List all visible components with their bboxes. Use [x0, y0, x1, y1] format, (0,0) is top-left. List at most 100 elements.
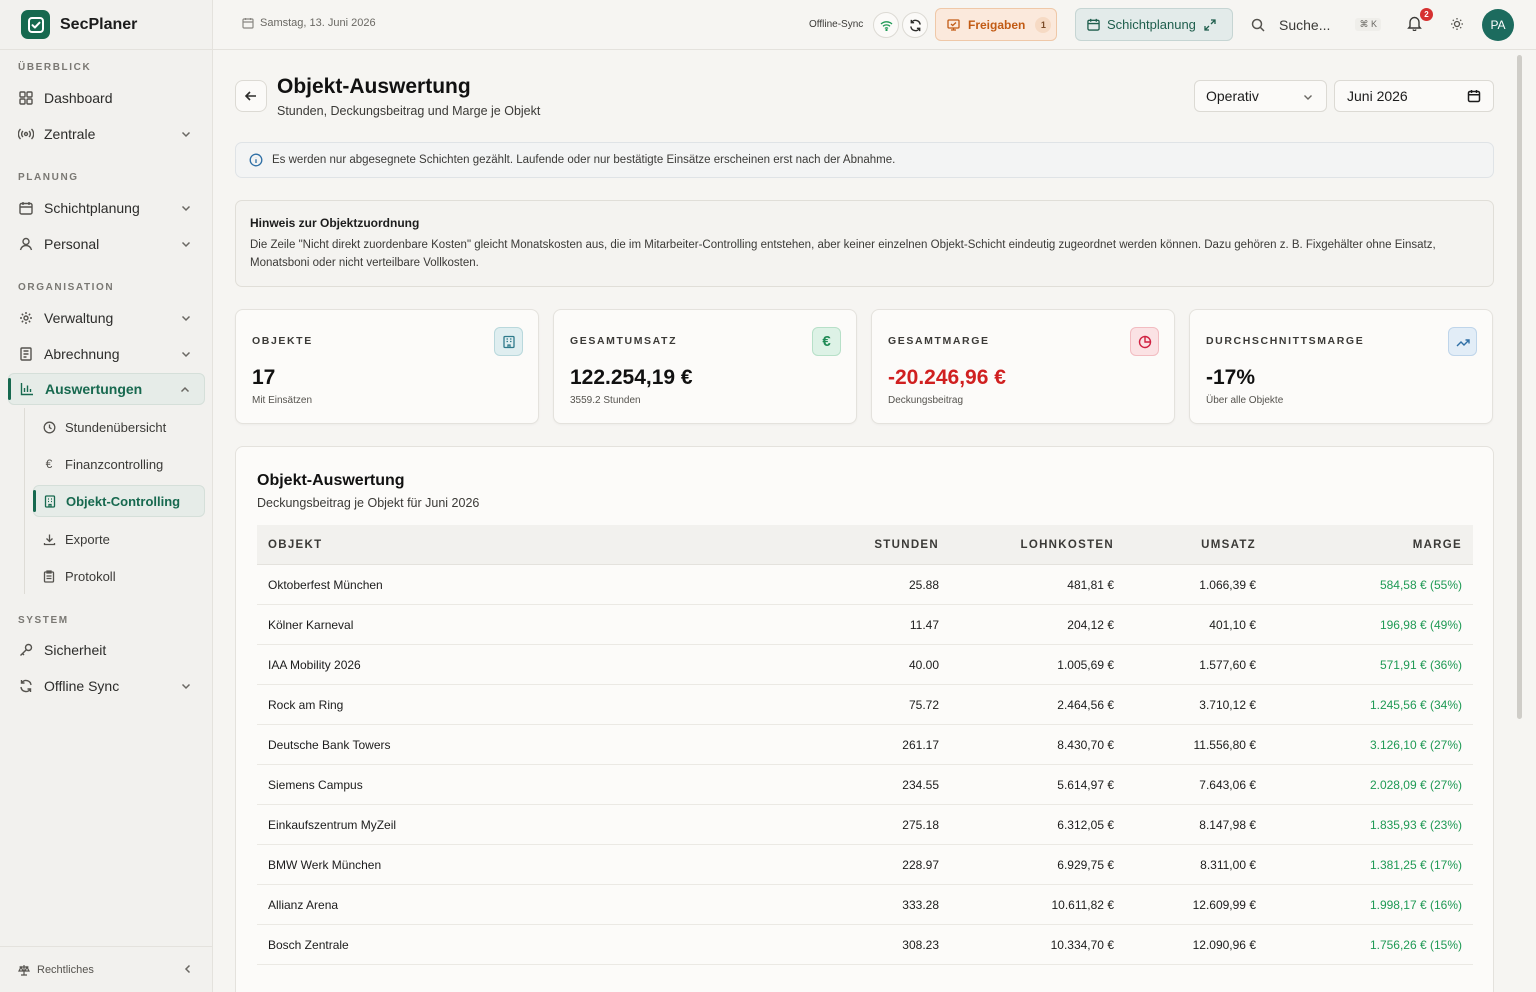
app-name: SecPlaner — [60, 15, 138, 33]
cell-umsatz: 1.577,60 € — [1199, 658, 1256, 672]
kpi-value: 122.254,19 € — [570, 366, 693, 389]
table-row[interactable]: IAA Mobility 2026 40.00 1.005,69 € 1.577,60… — [257, 645, 1473, 685]
cell-lohnkosten: 1.005,69 € — [1057, 658, 1114, 672]
cell-stunden: 234.55 — [902, 778, 939, 792]
cell-lohnkosten: 5.614,97 € — [1057, 778, 1114, 792]
sidebar-subitem-protokoll[interactable]: Protokoll — [33, 560, 205, 592]
sidebar-subitem-exporte[interactable]: Exporte — [33, 523, 205, 555]
sidebar-item-abrechnung[interactable]: Abrechnung — [8, 338, 205, 370]
sidebar-item-zentrale[interactable]: Zentrale — [8, 118, 205, 150]
sidebar-subitem-objekt-controlling[interactable]: Objekt-Controlling — [33, 485, 205, 517]
avatar[interactable]: PA — [1482, 9, 1514, 41]
sidebar-item-schichtplanung[interactable]: Schichtplanung — [8, 192, 205, 224]
table-row[interactable]: Siemens Campus 234.55 5.614,97 € 7.643,06 €… — [257, 765, 1473, 805]
cell-lohnkosten: 481,81 € — [1067, 578, 1114, 592]
column-header-objekt[interactable]: OBJEKT — [268, 539, 323, 551]
section-label-system: SYSTEM — [18, 615, 69, 626]
sidebar-item-personal[interactable]: Personal — [8, 228, 205, 260]
page-scrollbar[interactable] — [1516, 51, 1524, 989]
sidebar-subitem-finanzcontrolling[interactable]: € Finanzcontrolling — [33, 448, 205, 480]
month-picker[interactable]: Juni 2026 — [1334, 80, 1494, 112]
column-header-lohnkosten[interactable]: LOHNKOSTEN — [1020, 539, 1114, 551]
cell-umsatz: 8.147,98 € — [1199, 818, 1256, 832]
mode-select-value: Operativ — [1206, 88, 1259, 104]
chevron-down-icon — [179, 679, 193, 693]
hint-box: Hinweis zur Objektzuordnung Die Zeile "N… — [235, 200, 1494, 287]
sidebar-subitem-label: Stundenübersicht — [65, 419, 167, 435]
sidebar-item-label: Offline Sync — [44, 678, 120, 694]
freigaben-label: Freigaben — [968, 17, 1026, 32]
table-row[interactable]: Kölner Karneval 11.47 204,12 € 401,10 € 196,… — [257, 605, 1473, 645]
sidebar-item-dashboard[interactable]: Dashboard — [8, 82, 205, 114]
scrollbar-thumb[interactable] — [1517, 55, 1522, 719]
sidebar-item-label: Auswertungen — [45, 381, 143, 397]
wifi-status-button[interactable] — [873, 12, 899, 38]
dashboard-icon — [18, 90, 34, 106]
page-subtitle: Stunden, Deckungsbeitrag und Marge je Ob… — [277, 104, 541, 118]
mode-select[interactable]: Operativ — [1194, 80, 1327, 112]
cell-stunden: 308.23 — [902, 938, 939, 952]
brand[interactable]: SecPlaner — [0, 0, 212, 50]
euro-icon: € — [812, 327, 841, 356]
table-row[interactable]: Bosch Zentrale 308.23 10.334,70 € 12.090,96… — [257, 925, 1473, 965]
cell-marge: 2.028,09 € (27%) — [1369, 778, 1462, 792]
schichtplanung-button[interactable]: Schichtplanung — [1075, 8, 1233, 41]
sidebar-item-label: Verwaltung — [44, 310, 114, 326]
info-banner: Es werden nur abgesegnete Schichten gezä… — [235, 142, 1494, 178]
back-button[interactable] — [235, 80, 267, 112]
sidebar-item-auswertungen[interactable]: Auswertungen — [8, 373, 205, 405]
chevron-down-icon — [179, 311, 193, 325]
table-row[interactable]: Oktoberfest München 25.88 481,81 € 1.066,39… — [257, 565, 1473, 605]
cell-stunden: 75.72 — [908, 698, 939, 712]
collapse-sidebar-icon[interactable] — [182, 963, 194, 975]
chevron-down-icon — [1301, 90, 1315, 104]
table-row[interactable]: Deutsche Bank Towers 261.17 8.430,70 € 11.5… — [257, 725, 1473, 765]
table-row[interactable]: BMW Werk München 228.97 6.929,75 € 8.311,00… — [257, 845, 1473, 885]
pie-icon — [1130, 327, 1159, 356]
sidebar-item-label: Personal — [44, 236, 100, 252]
refresh-icon — [909, 19, 922, 32]
search-icon — [1251, 18, 1265, 32]
search-button[interactable]: Suche... ⌘ K — [1243, 8, 1385, 41]
table-row[interactable]: Allianz Arena 333.28 10.611,82 € 12.609,99 … — [257, 885, 1473, 925]
cell-umsatz: 7.643,06 € — [1199, 778, 1256, 792]
kpi-subtext: Deckungsbeitrag — [888, 395, 964, 406]
column-header-stunden[interactable]: STUNDEN — [874, 539, 939, 551]
chevron-down-icon — [179, 201, 193, 215]
freigaben-count-badge: 1 — [1035, 16, 1052, 33]
sync-button[interactable] — [902, 12, 928, 38]
cell-objekt: Allianz Arena — [268, 898, 339, 912]
table-row[interactable]: Rock am Ring 75.72 2.464,56 € 3.710,12 € 1.2… — [257, 685, 1473, 725]
sidebar-item-sicherheit[interactable]: Sicherheit — [8, 634, 205, 666]
table-row[interactable]: Einkaufszentrum MyZeil 275.18 6.312,05 € 8.… — [257, 805, 1473, 845]
cell-lohnkosten: 8.430,70 € — [1057, 738, 1114, 752]
notification-count-badge: 2 — [1420, 8, 1433, 21]
objekt-table-card: Objekt-Auswertung Deckungsbeitrag je Obj… — [235, 446, 1494, 992]
sidebar-item-verwaltung[interactable]: Verwaltung — [8, 302, 205, 334]
chevron-up-icon — [178, 383, 192, 397]
schichtplanung-label: Schichtplanung — [1107, 17, 1196, 32]
sidebar-subitem-label: Objekt-Controlling — [66, 493, 181, 509]
kpi-value: -20.246,96 € — [888, 366, 1006, 389]
calendar-icon — [18, 200, 34, 216]
column-header-umsatz[interactable]: UMSATZ — [1201, 539, 1256, 551]
offline-sync-label: Offline-Sync — [809, 19, 864, 30]
freigaben-button[interactable]: Freigaben 1 — [935, 8, 1057, 41]
cell-marge: 196,98 € (49%) — [1379, 618, 1462, 632]
legal-link[interactable]: Rechtliches — [37, 963, 94, 976]
invoice-icon — [18, 346, 34, 362]
kpi-label: GESAMTMARGE — [888, 335, 990, 347]
cell-objekt: Bosch Zentrale — [268, 938, 349, 952]
euro-icon: € — [45, 457, 53, 471]
cell-lohnkosten: 10.334,70 € — [1050, 938, 1114, 952]
cell-lohnkosten: 204,12 € — [1067, 618, 1114, 632]
sidebar-footer: Rechtliches — [0, 946, 212, 992]
topbar: Samstag, 13. Juni 2026 Offline-Sync Frei… — [213, 0, 1536, 50]
theme-toggle-icon[interactable] — [1450, 17, 1464, 31]
sidebar-subitem-stundenuebersicht[interactable]: Stundenübersicht — [33, 411, 205, 443]
column-header-marge[interactable]: MARGE — [1412, 539, 1462, 551]
cell-objekt: Einkaufszentrum MyZeil — [268, 818, 397, 832]
current-date: Samstag, 13. Juni 2026 — [242, 17, 376, 29]
sidebar-item-offline-sync[interactable]: Offline Sync — [8, 670, 205, 702]
bell-icon[interactable] — [1407, 15, 1422, 31]
